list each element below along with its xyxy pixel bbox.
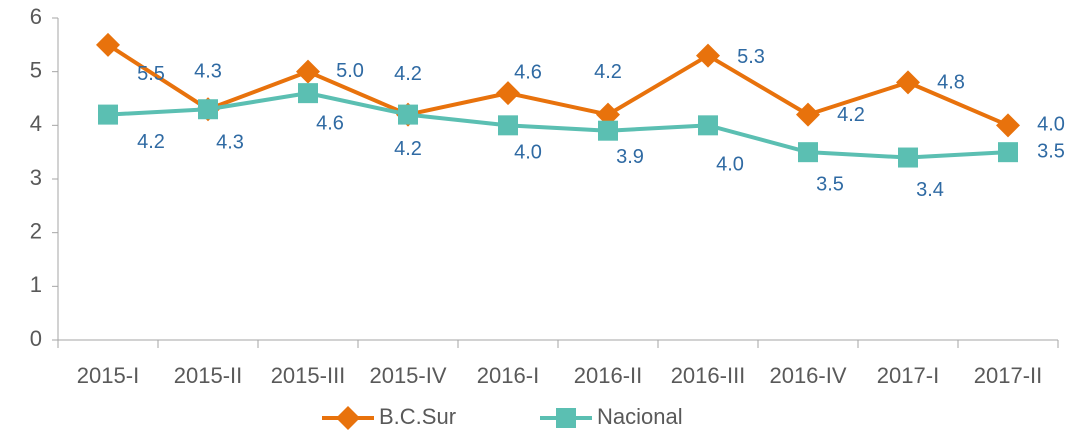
data-label: 3.4 — [916, 179, 944, 201]
x-tick-label: 2016-IV — [769, 363, 846, 388]
marker — [898, 147, 918, 168]
data-label: 3.5 — [816, 173, 844, 195]
series-line — [106, 43, 1009, 128]
x-tick-label: 2016-II — [574, 363, 643, 388]
data-label: 4.0 — [716, 154, 744, 176]
x-tick-label: 2016-III — [671, 363, 746, 388]
x-tick-label: 2015-I — [77, 363, 139, 388]
marker — [696, 43, 720, 68]
y-tick-label: 4 — [30, 111, 42, 136]
y-tick-label: 0 — [30, 326, 42, 351]
legend-marker — [556, 408, 576, 428]
marker — [798, 142, 818, 163]
marker — [198, 99, 218, 120]
legend-marker — [336, 406, 360, 430]
data-label: 4.6 — [514, 61, 542, 83]
data-label: 5.3 — [737, 46, 765, 68]
data-label: 4.0 — [514, 142, 542, 164]
y-tick-label: 2 — [30, 218, 42, 243]
data-label: 5.5 — [137, 63, 165, 85]
data-label: 4.3 — [216, 132, 244, 154]
x-tick-label: 2016-I — [477, 363, 539, 388]
marker — [296, 59, 320, 84]
x-tick-label: 2015-IV — [369, 363, 446, 388]
y-tick-label: 3 — [30, 165, 42, 190]
data-label: 5.0 — [336, 60, 364, 82]
marker — [996, 113, 1020, 138]
x-tick-label: 2015-III — [271, 363, 346, 388]
data-label: 4.0 — [1037, 114, 1065, 136]
marker — [98, 104, 118, 125]
marker — [598, 120, 618, 141]
marker — [796, 102, 820, 127]
data-label: 3.5 — [1037, 140, 1065, 162]
marker — [398, 104, 418, 125]
data-label: 4.8 — [937, 72, 965, 94]
legend-label: Nacional — [597, 404, 683, 429]
marker — [896, 70, 920, 95]
data-label: 4.2 — [394, 138, 422, 160]
data-label: 4.3 — [194, 61, 222, 83]
y-tick-label: 6 — [30, 4, 42, 29]
marker — [596, 102, 620, 127]
data-label: 4.2 — [394, 63, 422, 85]
series-line — [107, 91, 1009, 160]
x-tick-label: 2017-II — [974, 363, 1043, 388]
x-tick-label: 2017-I — [877, 363, 939, 388]
data-label: 4.6 — [316, 112, 344, 134]
y-tick-label: 5 — [30, 57, 42, 82]
marker — [298, 83, 318, 104]
marker — [998, 142, 1018, 163]
legend-label: B.C.Sur — [379, 404, 456, 429]
marker — [96, 32, 120, 57]
data-label: 4.2 — [137, 131, 165, 153]
data-label: 3.9 — [616, 146, 644, 168]
data-label: 4.2 — [594, 61, 622, 83]
marker — [496, 81, 520, 106]
y-tick-label: 1 — [30, 272, 42, 297]
marker — [498, 115, 518, 136]
data-label: 4.2 — [837, 104, 865, 126]
marker — [698, 115, 718, 136]
x-tick-label: 2015-II — [174, 363, 243, 388]
